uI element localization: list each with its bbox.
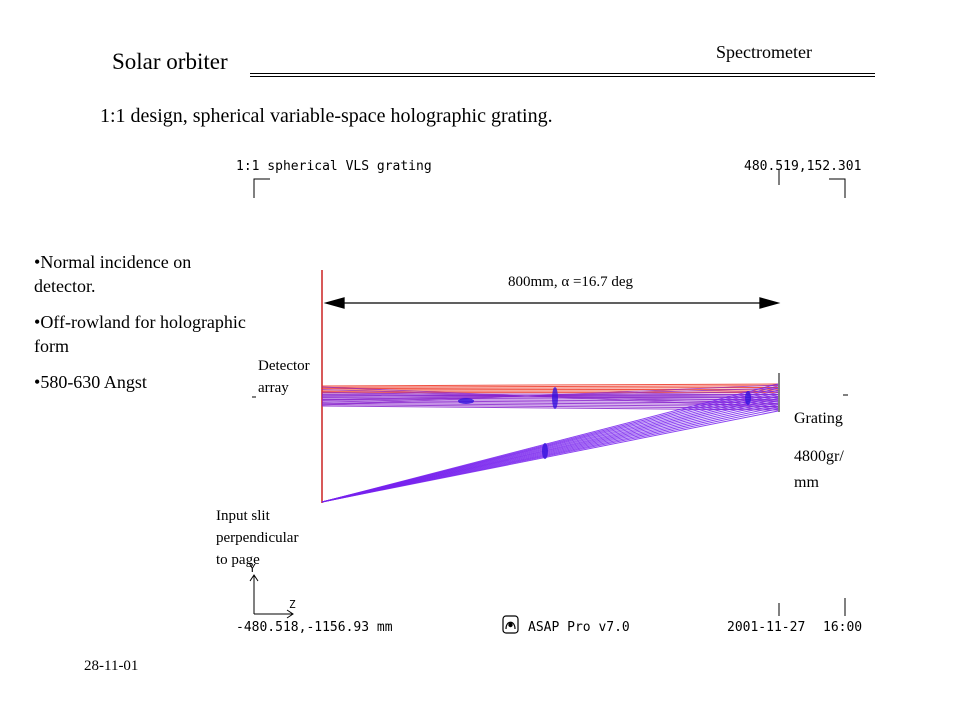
plot-coords-top-right: 480.519,152.301: [744, 159, 862, 174]
ray-spot: [542, 443, 548, 459]
diffracted-ray-bundle: [321, 383, 779, 411]
input-slit-line: to page: [216, 552, 260, 568]
incident-ray-bundle: [321, 383, 779, 503]
bullet-text: Off-rowland for holographic form: [34, 312, 246, 356]
frame-corner-top-right: [829, 178, 846, 198]
diffracted-ray: [321, 401, 779, 406]
diffracted-ray: [321, 400, 779, 404]
slide-title: Solar orbiter: [112, 49, 228, 74]
input-slit-line: Input slit: [216, 508, 270, 524]
asap-logo-icon: [502, 615, 519, 634]
diffracted-ray: [321, 383, 779, 387]
incident-ray: [321, 410, 779, 503]
axis-z-label: Z: [289, 598, 296, 611]
frame-corner-top-left: [253, 178, 270, 198]
section-label: Spectrometer: [716, 42, 812, 62]
plot-title: 1:1 spherical VLS grating: [236, 159, 432, 174]
plot-software-label: ASAP Pro v7.0: [528, 620, 630, 635]
bullet-item: 580-630 Angst: [34, 370, 249, 394]
bullet-list: Normal incidence on detector. Off-rowlan…: [34, 250, 249, 406]
plot-coords-bottom-left: -480.518,-1156.93 mm: [236, 620, 393, 635]
detector-label: Detector array: [258, 355, 310, 399]
dimension-label: 800mm, α =16.7 deg: [508, 274, 634, 290]
diffracted-ray: [321, 385, 779, 388]
bullet-item: Off-rowland for holographic form: [34, 310, 249, 358]
bullet-text: Normal incidence on detector.: [34, 252, 192, 296]
ray-spot: [552, 387, 558, 409]
diffracted-ray: [321, 404, 779, 409]
plot-date: 2001-11-27: [727, 620, 806, 635]
detector-label-line: Detector: [258, 358, 310, 374]
grating-spec-line: mm: [794, 474, 819, 491]
dimension-arrowhead-right: [759, 297, 781, 309]
slide-subtitle: 1:1 design, spherical variable-space hol…: [100, 105, 553, 127]
y-axis-arrowhead: [249, 574, 259, 582]
title-underline-double: [250, 76, 875, 77]
title-underline: [250, 73, 875, 74]
frame-corner-marks: [253, 170, 846, 616]
axis-y-label: Y: [249, 562, 256, 575]
grating-spec-label: 4800gr/ mm: [794, 444, 844, 496]
dimension-arrowhead-left: [323, 297, 345, 309]
bullet-item: Normal incidence on detector.: [34, 250, 249, 298]
grating-label: Grating: [794, 410, 843, 427]
footer-date: 28-11-01: [84, 658, 139, 674]
diffracted-ray: [321, 402, 779, 408]
detector-label-line: array: [258, 380, 289, 396]
plot-time: 16:00: [823, 620, 863, 635]
bullet-text: 580-630 Angst: [40, 372, 147, 392]
diffracted-ray: [321, 386, 779, 390]
ray-focus-spots: [458, 387, 751, 459]
z-axis-arrowhead: [286, 609, 294, 619]
input-slit-line: perpendicular: [216, 530, 299, 546]
input-slit-label: Input slit perpendicular to page: [216, 505, 298, 571]
grating-spec-line: 4800gr/: [794, 448, 844, 465]
axis-indicator: [249, 574, 294, 619]
ray-spot: [458, 398, 474, 404]
diffracted-ray: [321, 388, 779, 391]
dimension-arrow: [323, 297, 781, 309]
ray-spot: [745, 391, 751, 405]
